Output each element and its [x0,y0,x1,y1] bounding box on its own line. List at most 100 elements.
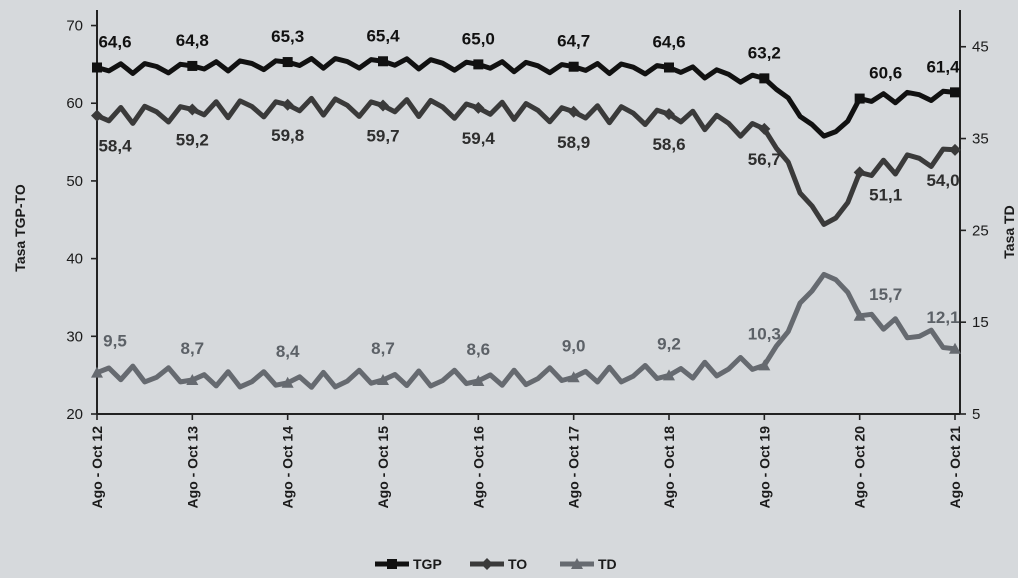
point-td [853,309,866,321]
data-label-tgp: 64,7 [557,32,590,51]
right-tick-label: 15 [972,314,989,331]
data-label-td: 9,0 [562,336,586,355]
data-label-to: 58,4 [98,137,132,156]
series-lines [94,56,958,390]
data-label-tgp: 65,3 [271,27,304,46]
point-td [949,342,961,354]
point-tgp [759,73,770,84]
data-label-td: 9,5 [103,332,127,351]
data-label-td: 8,4 [276,342,300,361]
right-axis-title: Tasa TD [1001,205,1017,258]
data-label-to: 56,7 [748,150,781,169]
point-td [472,374,485,386]
data-label-tgp: 65,0 [462,29,495,48]
x-tick-label: Ago - Oct 13 [184,426,200,509]
data-label-tgp: 64,8 [176,31,209,50]
series-markers [91,56,961,388]
x-tick-label: Ago - Oct 19 [756,426,772,509]
point-tgp [854,93,865,104]
data-label-tgp: 63,2 [748,43,781,62]
series-line-tgp [94,56,958,139]
data-label-td: 8,7 [181,339,205,358]
point-to [91,109,103,122]
point-tgp [378,56,388,67]
data-label-td: 9,2 [657,334,681,353]
point-tgp [664,62,674,73]
right-tick-label: 25 [972,222,989,239]
data-label-tgp: 61,4 [926,57,960,76]
point-to [949,143,961,156]
legend-marker-tgp [387,559,397,569]
left-axis-title: Tasa TGP-TO [12,184,28,272]
legend-marker-to [481,558,493,570]
x-tick-label: Ago - Oct 20 [852,426,868,509]
data-label-td: 12,1 [926,308,959,327]
point-tgp [950,87,960,98]
left-tick-label: 40 [66,251,83,268]
point-to [472,101,485,114]
data-label-to: 59,4 [462,129,496,148]
data-label-td: 15,7 [869,285,902,304]
legend-label-tgp: TGP [413,556,442,572]
x-tick-label: Ago - Oct 21 [947,426,963,509]
x-tick-label: Ago - Oct 17 [566,426,582,509]
point-tgp [473,59,484,70]
x-tick-label: Ago - Oct 18 [661,426,677,509]
data-label-td: 8,7 [371,339,395,358]
point-tgp [282,57,293,68]
right-tick-label: 35 [972,131,989,148]
point-to [758,122,771,135]
x-tick-label: Ago - Oct 15 [375,426,391,509]
left-tick-label: 60 [66,95,83,112]
left-tick-label: 50 [66,173,83,190]
point-td [281,376,294,388]
data-label-to: 58,9 [557,133,590,152]
series-line-to [94,95,958,227]
point-to [853,166,866,179]
point-tgp [92,62,102,73]
series-line-td [94,271,958,390]
point-to [281,98,294,111]
data-label-td: 10,3 [748,324,781,343]
point-td [567,371,580,383]
data-label-to: 59,7 [366,127,399,146]
point-td [91,366,103,378]
point-td [663,369,675,381]
left-tick-label: 30 [66,328,83,345]
data-label-to: 51,1 [869,185,902,204]
point-td [758,359,771,371]
point-to [186,103,199,116]
point-td [186,374,199,386]
data-label-to: 59,2 [176,130,209,149]
point-tgp [568,61,579,72]
right-y-ticks: 5 15 25 35 45 [960,39,989,423]
data-label-tgp: 64,6 [652,32,685,51]
left-tick-label: 70 [66,18,83,35]
data-label-td: 8,6 [467,340,491,359]
legend-label-td: TD [598,556,617,572]
x-tick-label: Ago - Oct 12 [89,426,105,509]
data-label-tgp: 65,4 [366,26,400,45]
axes [96,10,961,415]
legend: TGP TO TD [375,556,617,572]
left-y-ticks: 20 30 40 50 60 70 [66,18,97,423]
point-to [663,108,675,121]
left-tick-label: 20 [66,406,83,423]
legend-label-to: TO [508,556,527,572]
x-tick-label: Ago - Oct 16 [470,426,486,509]
point-tgp [187,60,198,71]
right-tick-label: 5 [972,406,980,423]
point-td [377,374,389,386]
data-label-to: 58,6 [652,135,685,154]
data-label-tgp: 64,6 [98,32,131,51]
right-tick-label: 45 [972,39,989,56]
legend-marker-td [571,558,583,569]
x-tick-label: Ago - Oct 14 [280,426,296,509]
data-labels: 64,6 64,8 65,3 65,4 65,0 64,7 64,6 63,2 60,6 61,4… [98,26,960,361]
data-label-to: 59,8 [271,126,304,145]
x-ticks: Ago - Oct 12 Ago - Oct 13 Ago - Oct 14 Ago … [89,414,963,508]
data-label-to: 54,0 [926,171,959,190]
point-to [567,105,580,118]
